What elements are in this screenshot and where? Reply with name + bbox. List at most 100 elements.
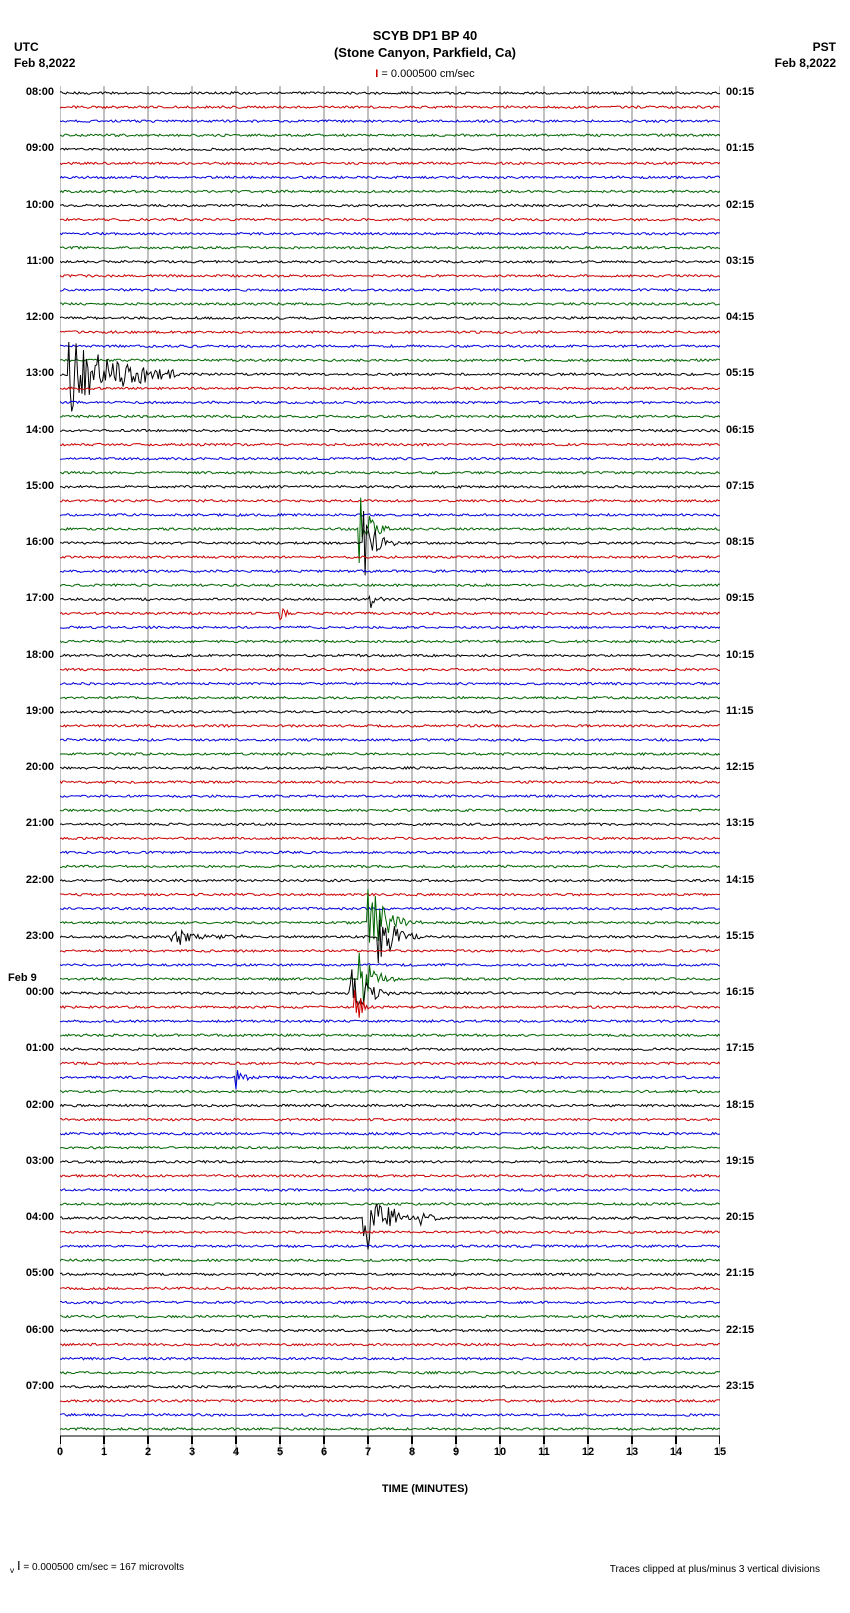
left-hour-label: 09:00 [4, 142, 54, 154]
trace-line [60, 1428, 720, 1430]
trace-line [60, 275, 720, 277]
trace-line [60, 303, 720, 305]
trace-line [60, 1414, 720, 1416]
trace-line [60, 359, 720, 361]
trace-line [60, 683, 720, 685]
trace-line [60, 92, 720, 94]
trace-line [60, 990, 720, 1018]
seismogram-svg [60, 86, 720, 1456]
trace-line [60, 1090, 720, 1092]
trace-line [60, 106, 720, 108]
trace-line [60, 725, 720, 727]
left-hour-label: 14:00 [4, 424, 54, 436]
x-tick-label: 6 [314, 1446, 334, 1458]
trace-line [60, 134, 720, 136]
x-tick-label: 8 [402, 1446, 422, 1458]
date-right: Feb 8,2022 [775, 56, 836, 70]
x-tick-label: 3 [182, 1446, 202, 1458]
trace-line [60, 908, 720, 910]
location-title: (Stone Canyon, Parkfield, Ca) [0, 45, 850, 62]
trace-line [60, 640, 720, 642]
x-tick-label: 11 [534, 1446, 554, 1458]
trace-line [60, 401, 720, 403]
x-tick-label: 1 [94, 1446, 114, 1458]
right-hour-label: 16:15 [726, 986, 776, 998]
trace-line [60, 837, 720, 839]
x-tick-label: 9 [446, 1446, 466, 1458]
trace-line [60, 1245, 720, 1247]
trace-line [60, 345, 720, 347]
left-hour-label: 20:00 [4, 761, 54, 773]
date-left: Feb 8,2022 [14, 56, 75, 70]
footer-right: Traces clipped at plus/minus 3 vertical … [610, 1564, 820, 1575]
trace-line [60, 1231, 720, 1233]
left-hour-label: 05:00 [4, 1267, 54, 1279]
trace-line [60, 1147, 720, 1149]
trace-line [60, 1273, 720, 1275]
right-hour-label: 20:15 [726, 1211, 776, 1223]
left-hour-label: 23:00 [4, 930, 54, 942]
trace-line [60, 711, 720, 713]
right-hour-label: 04:15 [726, 311, 776, 323]
left-hour-label: 06:00 [4, 1324, 54, 1336]
trace-line [60, 514, 720, 516]
x-tick-label: 7 [358, 1446, 378, 1458]
day-change-label: Feb 9 [8, 972, 37, 984]
trace-line [60, 233, 720, 235]
trace-line [60, 218, 720, 220]
right-hour-label: 03:15 [726, 255, 776, 267]
trace-line [60, 1386, 720, 1388]
x-tick-label: 13 [622, 1446, 642, 1458]
trace-line [60, 1204, 720, 1250]
trace-line [60, 668, 720, 670]
right-hour-label: 00:15 [726, 86, 776, 98]
left-hour-label: 11:00 [4, 255, 54, 267]
right-hour-label: 06:15 [726, 424, 776, 436]
trace-line [60, 1048, 720, 1050]
trace-line [60, 1203, 720, 1205]
trace-line [60, 879, 720, 881]
tz-right: PST [813, 40, 836, 54]
trace-line [60, 597, 720, 608]
trace-line [60, 851, 720, 853]
trace-line [60, 1358, 720, 1360]
scale-text: = 0.000500 cm/sec [381, 68, 474, 80]
left-hour-label: 15:00 [4, 480, 54, 492]
trace-line [60, 261, 720, 263]
trace-line [60, 162, 720, 164]
trace-line [60, 1175, 720, 1177]
x-tick-label: 12 [578, 1446, 598, 1458]
x-tick-label: 15 [710, 1446, 730, 1458]
right-hour-label: 18:15 [726, 1099, 776, 1111]
left-hour-label: 01:00 [4, 1042, 54, 1054]
left-hour-label: 08:00 [4, 86, 54, 98]
trace-line [60, 1400, 720, 1402]
trace-line [60, 1070, 720, 1089]
left-hour-label: 02:00 [4, 1099, 54, 1111]
trace-line [60, 176, 720, 178]
x-axis-label: TIME (MINUTES) [0, 1483, 850, 1495]
right-hour-label: 23:15 [726, 1380, 776, 1392]
left-hour-label: 04:00 [4, 1211, 54, 1223]
trace-line [60, 556, 720, 558]
trace-line [60, 1133, 720, 1135]
left-hour-label: 07:00 [4, 1380, 54, 1392]
trace-line [60, 1259, 720, 1261]
trace-line [60, 1062, 720, 1064]
left-hour-label: 16:00 [4, 536, 54, 548]
trace-line [60, 1020, 720, 1022]
seismogram-container: SCYB DP1 BP 40 (Stone Canyon, Parkfield,… [0, 0, 850, 1613]
trace-line [60, 809, 720, 811]
trace-line [60, 753, 720, 755]
right-hour-label: 22:15 [726, 1324, 776, 1336]
trace-line [60, 1315, 720, 1317]
trace-line [60, 511, 720, 575]
trace-line [60, 964, 720, 966]
right-hour-label: 14:15 [726, 874, 776, 886]
trace-line [60, 609, 720, 620]
trace-line [60, 472, 720, 474]
footer-left: v I = 0.000500 cm/sec = 167 microvolts [10, 1558, 184, 1575]
trace-line [60, 317, 720, 319]
x-tick-label: 0 [50, 1446, 70, 1458]
left-hour-label: 10:00 [4, 199, 54, 211]
